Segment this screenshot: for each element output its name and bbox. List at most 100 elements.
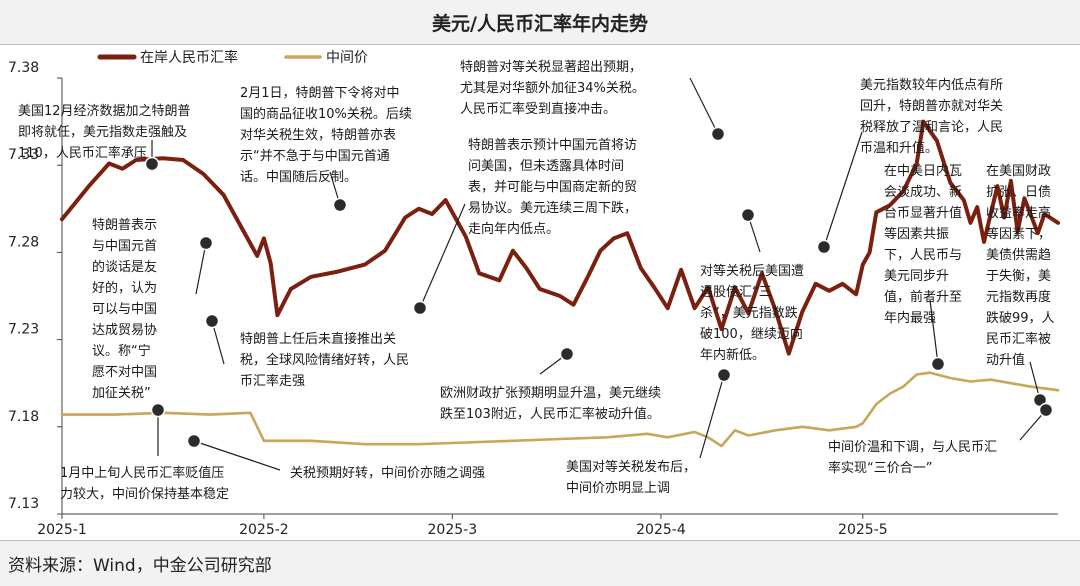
annotation-line: 关税预期好转，中间价亦随之调强 xyxy=(290,465,485,481)
annotation-leader xyxy=(689,77,719,135)
annotation-leader xyxy=(419,203,466,309)
annotation-line: 愿不对中国 xyxy=(92,365,157,380)
annotation-line: 国的商品征收10%关税。后续 xyxy=(240,106,412,122)
annotation-line: 破100，继续迈向 xyxy=(700,326,803,342)
chart-svg: 7.13 7.18 7.23 7.28 7.33 7.38 2025-1 2025-2 2025… xyxy=(8,49,1060,538)
annotation-line: 扩张、日债 xyxy=(986,185,1051,200)
x-tick-label: 2025-2 xyxy=(239,522,289,538)
annotation-line: 的谈话是友 xyxy=(92,259,157,275)
annotation-marker xyxy=(186,433,202,449)
annotation-line: 美元同步升 xyxy=(884,269,949,284)
annotation-line: 民币汇率被 xyxy=(986,331,1051,347)
annotation-leader xyxy=(823,131,863,248)
source-note: 资料来源：Wind，中金公司研究部 xyxy=(8,556,272,576)
annotation-line: 问美国，但未透露具体时间 xyxy=(468,159,624,174)
annotation-marker xyxy=(332,197,348,213)
annotation-line: 表，并可能与中国商定新的贸 xyxy=(468,179,637,195)
x-tick-label: 2025-5 xyxy=(838,522,888,538)
annotation-line: 好的，认为 xyxy=(92,280,157,296)
chart-area: 7.13 7.18 7.23 7.28 7.33 7.38 2025-1 2025-2 2025… xyxy=(0,44,1080,540)
annotation-line: 年内新低。 xyxy=(700,347,765,363)
y-tick-label: 7.28 xyxy=(8,234,39,250)
annotation-text: 在美国财政扩张、日债收益率走高等因素下， 美债供需趋于失衡，美元指数再度跌破99，… xyxy=(986,164,1055,368)
annotation-line: 对等关税后美国遭 xyxy=(700,263,804,279)
annotation-line: 人民币汇率受到直接冲击。 xyxy=(460,101,616,117)
annotation-line: 力较大，中间价保持基本稳定 xyxy=(60,486,229,502)
legend-label: 中间价 xyxy=(326,50,368,66)
annotation-line: 在美国财政 xyxy=(986,164,1051,179)
footer: 资料来源：Wind，中金公司研究部 xyxy=(0,540,1080,586)
annotation-text: 美国12月经济数据加之特朗普即将就任，美元指数走强触及 110，人民币汇率承压 xyxy=(18,104,191,161)
annotation-line: 即将就任，美元指数走强触及 xyxy=(18,125,187,140)
annotation-line: 欧洲财政扩张预期明显升温，美元继续 xyxy=(440,386,661,401)
x-tick-label: 2025-3 xyxy=(428,522,478,538)
annotation-leader xyxy=(193,440,281,471)
annotation-line: 元指数再度 xyxy=(986,289,1051,305)
annotation-line: 回升，特朗普亦就对华关 xyxy=(860,98,1003,114)
annotation-marker xyxy=(930,356,946,372)
annotation-line: 2月1日，特朗普下令将对中 xyxy=(240,86,400,101)
x-tick-label: 2025-1 xyxy=(37,522,87,538)
annotation-marker xyxy=(559,346,575,362)
annotation-line: 杀”，美元指数跌 xyxy=(700,305,798,321)
annotation-line: 币温和升值。 xyxy=(860,140,938,156)
annotation-line: 在中美日内瓦 xyxy=(884,163,962,179)
annotation-marker xyxy=(740,207,756,223)
annotation-line: 币汇率走强 xyxy=(240,373,305,389)
annotation-line: 特朗普上任后未直接推出关 xyxy=(240,331,396,347)
annotation-line: 议。称“宁 xyxy=(92,343,151,359)
annotation-line: 美债供需趋 xyxy=(986,248,1051,263)
y-tick-label: 7.33 xyxy=(8,147,39,163)
annotation-marker xyxy=(710,126,726,142)
annotation-line: 对华关税生效，特朗普亦表 xyxy=(240,127,396,143)
annotation-line: 率实现“三价合一” xyxy=(828,460,932,476)
annotation-line: 跌破99，人 xyxy=(986,310,1055,326)
annotation-marker xyxy=(198,235,214,251)
annotation-line: 下，人民币与 xyxy=(884,248,962,263)
annotation-line: 易协议。美元连续三周下跌， xyxy=(468,200,637,216)
annotation-line: 1月中上旬人民币汇率贬值压 xyxy=(60,465,224,481)
annotation-line: 会谈成功、新 xyxy=(884,184,962,200)
annotation-leader xyxy=(195,242,207,295)
annotation-line: 可以与中国 xyxy=(92,302,157,317)
annotation-line: 动升值 xyxy=(986,352,1025,368)
annotation-text: 在中美日内瓦会谈成功、新台币显著升值等因素共振下，人民币与美元同步升值，前者升至… xyxy=(884,163,962,326)
annotation-text: 关税预期好转，中间价亦随之调强 xyxy=(290,465,485,481)
annotation-line: 值，前者升至 xyxy=(884,289,962,305)
annotation-marker xyxy=(816,239,832,255)
annotation-line: 美国对等关税发布后， xyxy=(566,459,696,475)
annotation-line: 中间价温和下调，与人民币汇 xyxy=(828,440,997,455)
annotation-line: 加征关税” xyxy=(92,386,151,401)
annotation-line: 走向年内低点。 xyxy=(468,221,559,237)
annotation-text: 特朗普上任后未直接推出关税，全球风险情绪好转，人民币汇率走强 xyxy=(240,331,409,389)
annotation-line: 税释放了温和言论，人民 xyxy=(860,120,1003,135)
annotation-text: 美国对等关税发布后， 中间价亦明显上调 xyxy=(566,459,696,496)
chart-title: 美元/人民币汇率年内走势 xyxy=(432,12,648,35)
series-line-onshore-rate xyxy=(60,119,1060,356)
annotation-marker xyxy=(412,300,428,316)
annotation-line: 美国12月经济数据加之特朗普 xyxy=(18,104,191,119)
annotation-line: 收益率走高 xyxy=(986,205,1051,221)
legend-label: 在岸人民币汇率 xyxy=(140,49,238,66)
title-bar: 美元/人民币汇率年内走势 xyxy=(0,0,1080,45)
annotation-text: 欧洲财政扩张预期明显升温，美元继续跌至103附近，人民币汇率被动升值。 xyxy=(440,386,661,422)
annotation-line: 等因素共振 xyxy=(884,226,949,242)
annotation-line: 台币显著升值 xyxy=(884,205,962,221)
annotation-marker xyxy=(716,367,732,383)
annotation-line: 跌至103附近，人民币汇率被动升值。 xyxy=(440,406,660,422)
annotation-line: 美元指数较年内低点有所 xyxy=(860,77,1003,93)
x-tick-label: 2025-4 xyxy=(636,522,686,538)
annotation-marker xyxy=(204,313,220,329)
annotation-text: 特朗普表示与中国元首的谈话是友好的，认为可以与中国达成贸易协议。称“宁愿不对中国… xyxy=(92,218,157,401)
annotation-text: 对等关税后美国遭遇股债汇“三杀”，美元指数跌破100，继续迈向年内新低。 xyxy=(700,263,804,363)
annotation-leader xyxy=(699,374,725,459)
annotation-line: 中间价亦明显上调 xyxy=(566,480,670,496)
annotation-line: 遇股债汇“三 xyxy=(700,285,772,300)
annotation-line: 达成贸易协 xyxy=(92,323,157,338)
annotation-line: 等因素下， xyxy=(986,226,1051,242)
annotation-line: 110，人民币汇率承压 xyxy=(18,145,147,161)
y-tick-label: 7.38 xyxy=(8,60,39,76)
annotation-text: 美元指数较年内低点有所回升，特朗普亦就对华关税释放了温和言论，人民币温和升值。 xyxy=(860,77,1003,156)
annotation-marker xyxy=(1038,402,1054,418)
annotation-line: 税，全球风险情绪好转，人民 xyxy=(240,352,409,368)
